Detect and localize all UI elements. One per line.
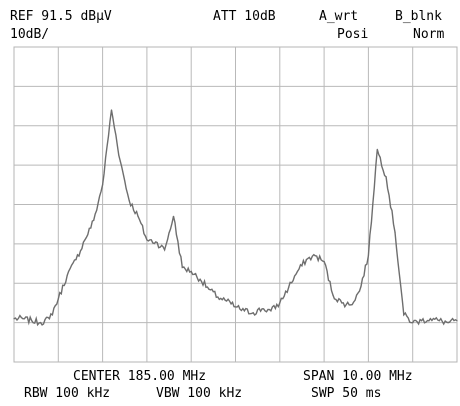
rbw-label: RBW 100 kHz [24,386,111,401]
trace-point [376,148,378,150]
trace-point [252,312,254,314]
trace-point [243,310,245,312]
trace-a-mode-label: A_wrt [319,9,359,24]
attenuation-label: ATT 10dB [213,9,276,24]
trace-point [296,270,299,272]
trace-point [279,302,281,304]
trace-point [438,320,440,322]
trace-point [22,318,24,320]
trace-points [13,109,458,324]
trace-point [429,318,431,320]
trace-point [119,160,121,162]
ref-level-label: REF 91.5 dBμV [10,9,112,24]
grid [14,47,457,362]
trace-point [447,322,449,324]
trace-point [181,266,183,269]
trace-point [172,215,175,217]
center-frequency-label: CENTER 185.00 MHz [73,369,207,384]
trace-point [128,200,130,202]
trace-point [48,318,51,320]
trace-point [288,286,290,288]
sweep-time-label: SWP 50 ms [311,386,382,401]
trace-point [350,304,352,306]
trace-point [394,231,396,233]
trace-point [199,278,201,280]
trace-point [31,320,33,322]
trace-point [421,320,423,322]
trace-point [66,274,68,276]
trace-point [456,320,458,322]
trace-point [164,249,166,251]
trace-point [403,314,405,316]
trace-point [385,176,387,178]
trace-point [190,270,192,272]
trace-point [341,302,343,304]
trace-point [13,318,15,320]
trace-point [226,300,228,302]
trace-point [358,290,361,292]
trace-b-mode-label: B_blnk [395,9,442,24]
trace-point [332,294,334,296]
trace-point [323,261,325,263]
trace-point [57,298,59,300]
trace-point [137,215,139,217]
display-mode-label: Norm [413,27,445,42]
trace-point [146,239,148,241]
trace-point [367,255,369,257]
trace-point [270,310,272,312]
trace-point [412,322,414,324]
trace-point [40,322,42,324]
span-label: SPAN 10.00 MHz [303,369,413,384]
trace-point [217,296,219,298]
trace-point [75,259,77,261]
trace-point [93,219,95,221]
detector-label: Posi [337,27,369,42]
trace-point [314,255,316,257]
trace-point [102,184,104,186]
trace-point [305,259,307,261]
trace-point [110,109,113,111]
vbw-label: VBW 100 kHz [156,386,243,401]
trace-point [261,308,263,310]
trace-point [234,306,237,308]
scale-label: 10dB/ [10,27,50,42]
trace-point [208,288,210,290]
trace-point [84,239,86,241]
trace-point [155,241,157,243]
